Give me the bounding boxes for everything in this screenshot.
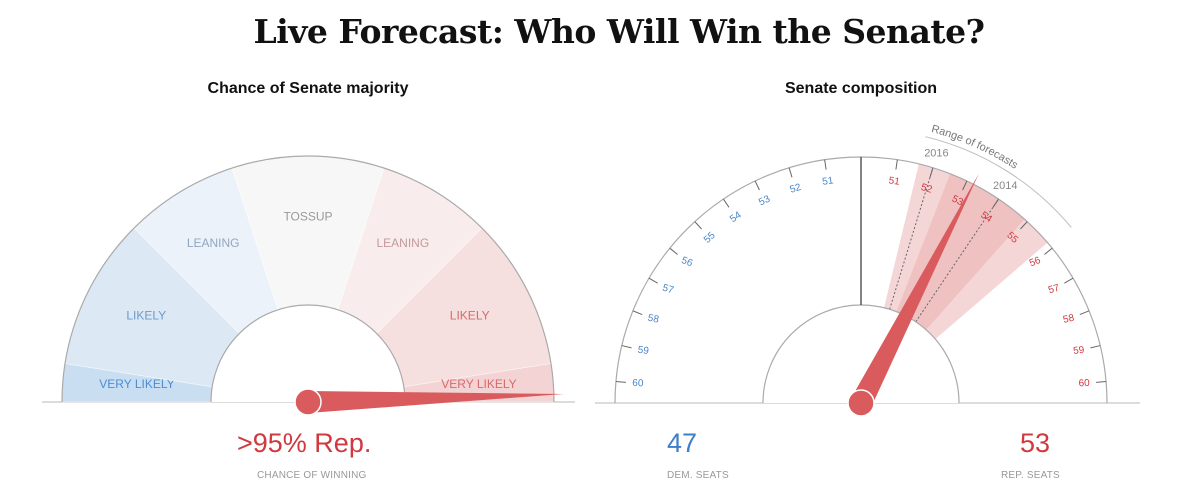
dem-tick-label: 52 (789, 182, 803, 196)
needle-hub (294, 388, 322, 416)
segment-label: TOSSUP (283, 210, 332, 224)
dem-tick (615, 381, 626, 383)
outer-arc (61, 155, 555, 403)
needle-hub (847, 389, 875, 417)
dem-tick (669, 247, 678, 255)
dem-tick-label: 51 (822, 175, 835, 188)
dem-tick-label: 56 (680, 255, 695, 269)
forecast-marker-label: 2016 (924, 147, 948, 159)
rep-seats-value: 53 (1020, 428, 1051, 458)
dem-tick (632, 310, 643, 316)
rep-tick-label: 60 (1078, 378, 1090, 390)
forecast-marker-label: 2014 (993, 180, 1017, 192)
dem-tick (648, 277, 658, 284)
rep-tick-label: 56 (1028, 255, 1043, 269)
rep-seats-caption: REP. SEATS (1001, 470, 1060, 481)
dem-tick-label: 58 (647, 313, 661, 326)
segment-label: VERY LIKELY (441, 377, 516, 391)
rep-tick (1064, 277, 1074, 284)
dem-tick (824, 159, 827, 170)
rep-tick-label: 52 (920, 182, 934, 196)
rep-tick (962, 180, 968, 191)
needle (851, 173, 979, 409)
forecast-marker-line (889, 167, 934, 310)
rep-tick-label: 59 (1073, 345, 1086, 357)
dem-tick (723, 198, 730, 208)
segment-label: LEANING (376, 236, 429, 250)
dem-seats-value: 47 (667, 428, 698, 458)
majority-gauge: VERY LIKELY LIKELY LEANING TOSSUP LEANING LIK… (42, 155, 575, 416)
range-arc (925, 136, 1072, 228)
inner-arc (210, 304, 406, 403)
dem-tick-label: 59 (637, 345, 650, 357)
segment-label: LIKELY (450, 309, 490, 323)
rep-tick (1079, 310, 1090, 316)
win-chance-caption: CHANCE OF WINNING (257, 470, 367, 481)
needle (307, 391, 564, 413)
dem-tick (788, 167, 793, 178)
segment-label: LIKELY (126, 309, 166, 323)
segment-label: LEANING (187, 236, 240, 250)
rep-tick (1096, 381, 1107, 383)
rep-tick (929, 167, 934, 178)
rep-tick (1044, 247, 1053, 255)
dem-tick (694, 221, 702, 230)
dem-tick-label: 54 (728, 209, 744, 225)
dem-tick (621, 345, 632, 349)
rep-tick-label: 57 (1047, 282, 1061, 296)
composition-chart-title: Senate composition (784, 80, 938, 97)
rep-tick-label: 58 (1062, 313, 1076, 326)
dem-tick-label: 57 (661, 283, 675, 297)
forecast-band (896, 173, 1025, 330)
dem-tick-label: 60 (632, 378, 644, 390)
rep-tick-label: 51 (888, 175, 901, 188)
dem-seats-caption: DEM. SEATS (667, 470, 729, 481)
page-title: Live Forecast: Who Will Win the Senate? (253, 12, 985, 51)
segment-label: VERY LIKELY (99, 377, 174, 391)
dem-tick-label: 53 (757, 193, 772, 208)
rep-tick (992, 198, 999, 208)
win-chance-value: >95% Rep. (237, 428, 372, 458)
rep-tick (1020, 221, 1028, 230)
dem-tick (754, 180, 760, 191)
rep-tick (1090, 345, 1101, 349)
majority-chart-title: Chance of Senate majority (207, 80, 409, 97)
dem-tick-label: 55 (702, 230, 718, 246)
rep-tick (895, 159, 898, 170)
forecast-marker-line (915, 198, 999, 323)
